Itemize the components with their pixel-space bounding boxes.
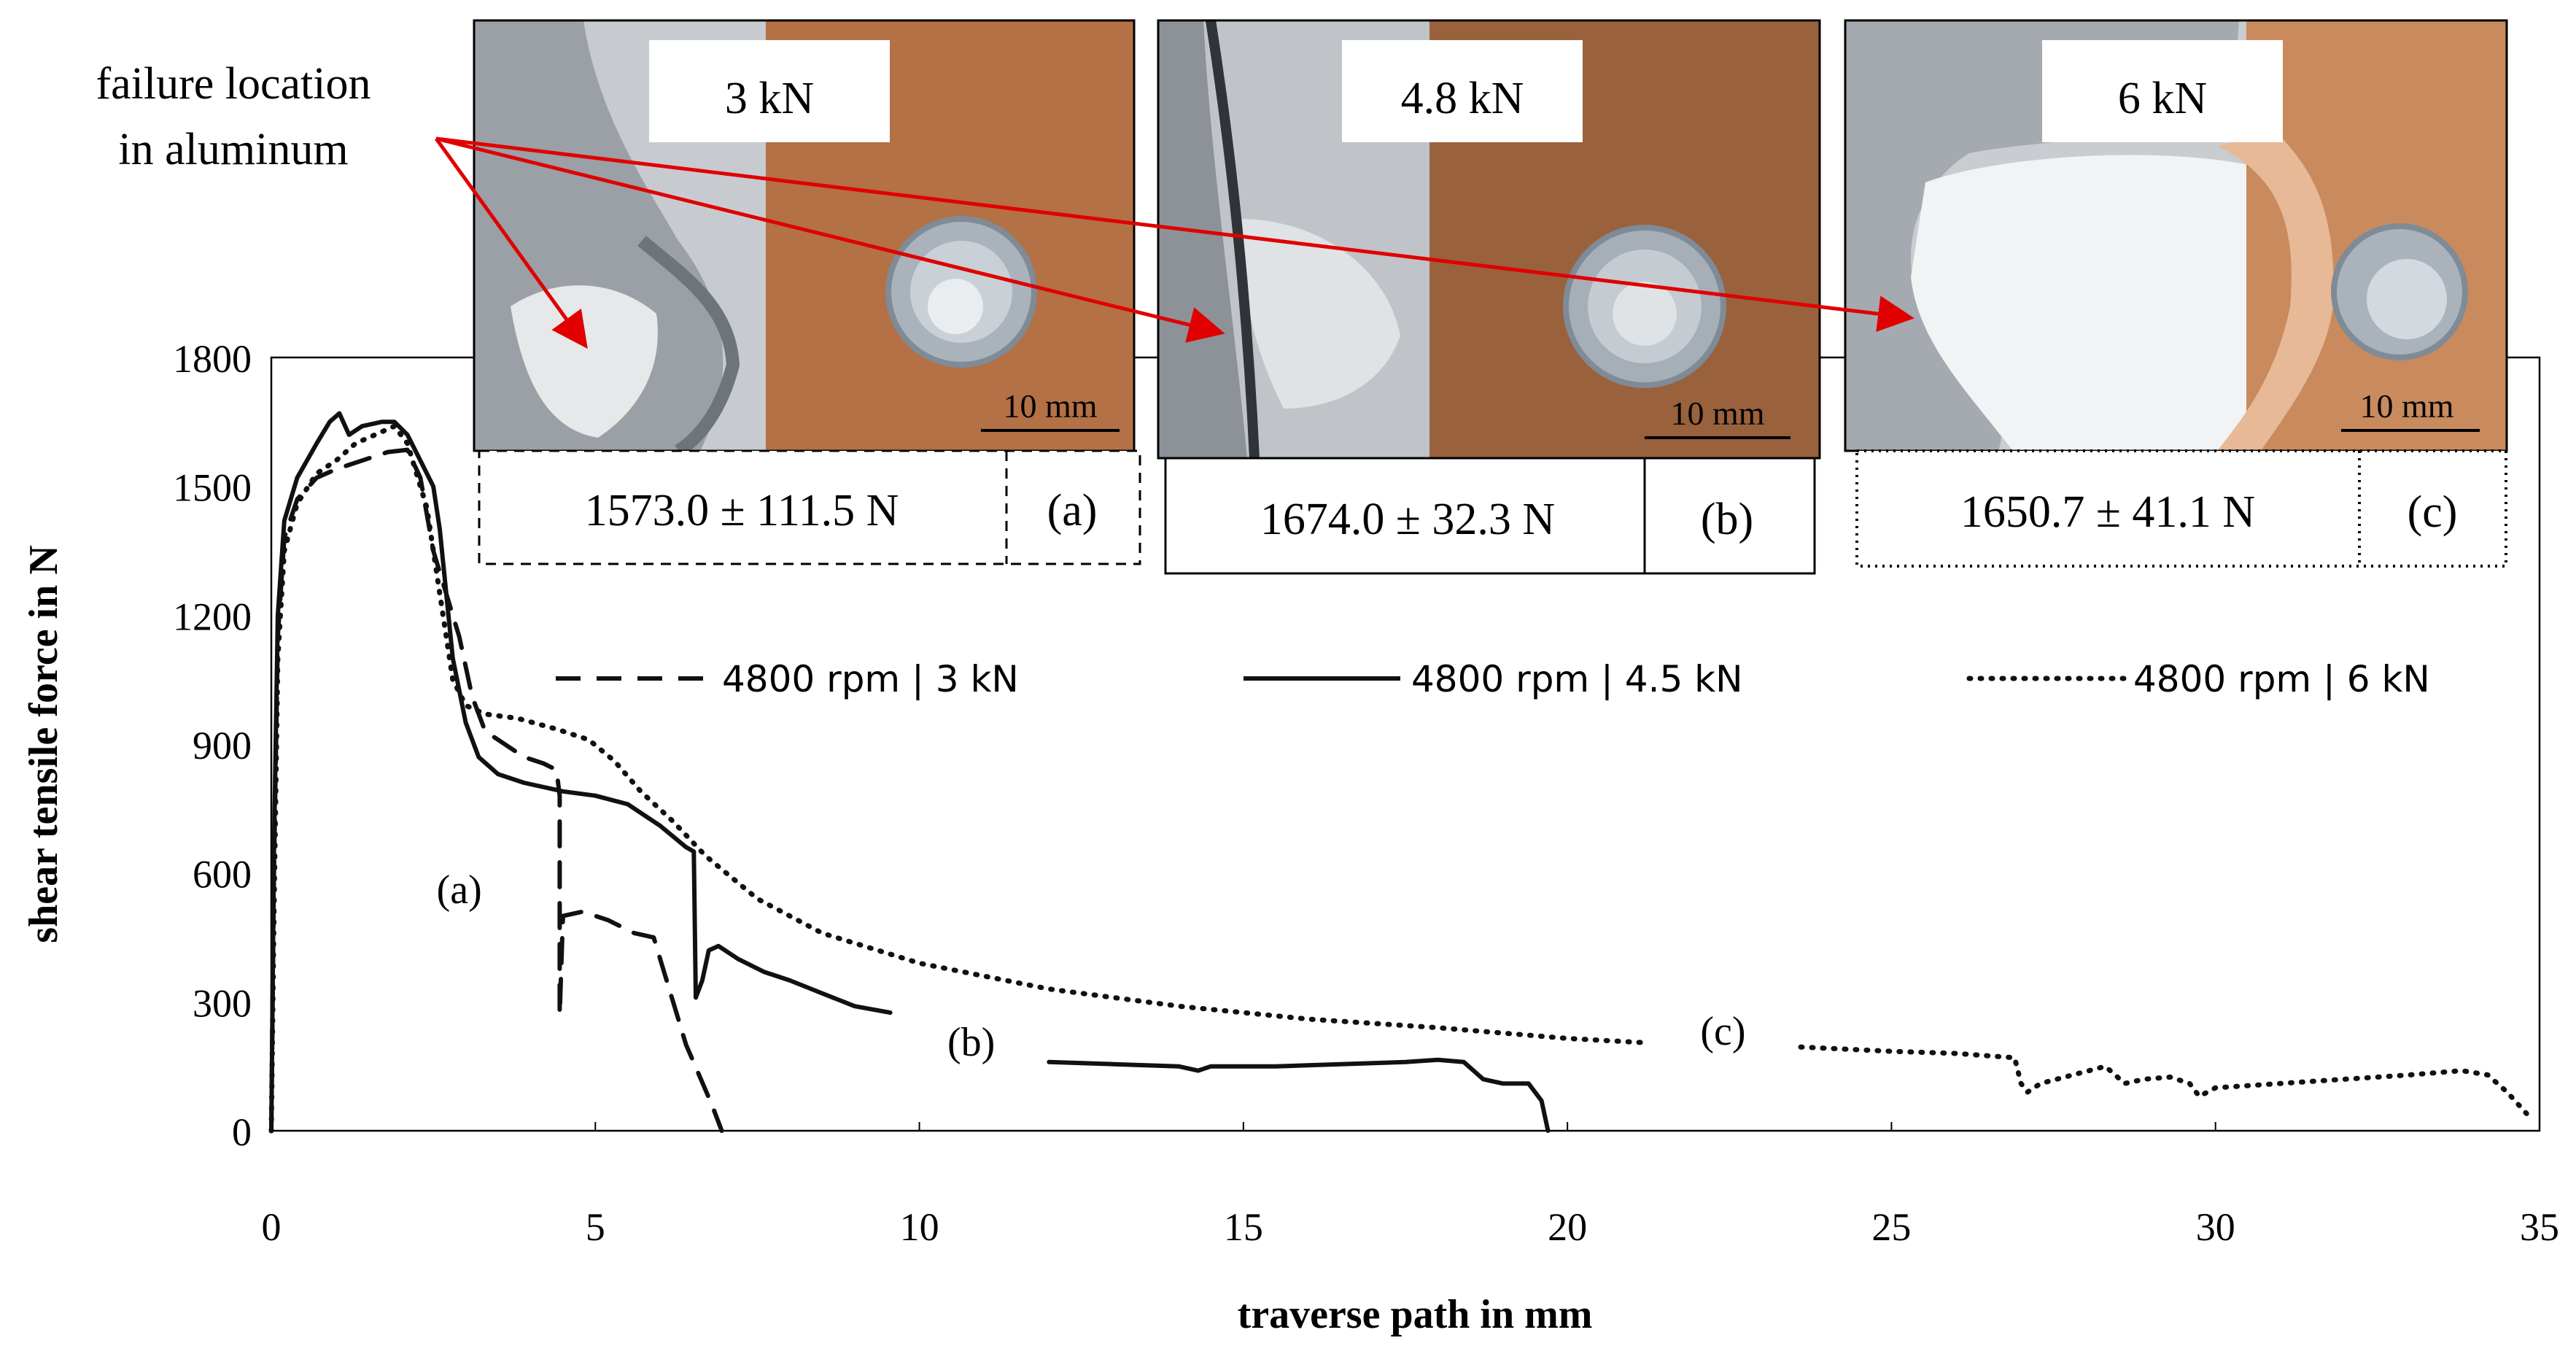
y-tick-label: 1500 <box>173 466 252 510</box>
result-value: 1573.0 ± 111.5 N <box>585 486 899 535</box>
result-value: 1650.7 ± 41.1 N <box>1960 487 2255 537</box>
photo-inset-a: 10 mm 3 kN 1573.0 ± 111.5 N (a) <box>473 19 1141 565</box>
curve-label: (b) <box>947 1020 995 1065</box>
x-axis-ticks: 0 5 10 15 20 25 30 35 <box>262 1122 2559 1249</box>
x-tick-label: 25 <box>1871 1205 1911 1249</box>
series-line-dotted <box>268 423 1648 1134</box>
series-line-solid <box>269 411 893 1133</box>
load-box <box>649 40 890 142</box>
result-tag: (b) <box>1701 495 1753 544</box>
result-tag: (c) <box>2408 487 2458 537</box>
y-tick-label: 300 <box>193 981 252 1025</box>
x-tick-label: 35 <box>2520 1205 2559 1249</box>
specimen-photo-c: 10 mm 6 kN <box>1844 19 2508 452</box>
load-label: 4.8 kN <box>1401 74 1524 123</box>
failure-arrow-b <box>435 136 1225 343</box>
legend-label: 4800 rpm | 3 kN <box>722 658 1019 700</box>
legend-item-6kn: 4800 rpm | 6 kN <box>1966 658 2430 700</box>
scale-label: 10 mm <box>1003 387 1097 425</box>
legend-item-45kn: 4800 rpm | 4.5 kN <box>1244 658 1743 700</box>
series-line-solid-part2 <box>1047 1057 1551 1133</box>
scale-label: 10 mm <box>1670 395 1764 432</box>
y-axis-label: shear tensile force in N <box>21 545 66 943</box>
failure-annotation: failure location in aluminum <box>29 44 1914 349</box>
curve-label: (c) <box>1700 1009 1745 1054</box>
y-tick-label: 600 <box>193 853 252 897</box>
load-box <box>2042 40 2283 142</box>
x-tick-label: 10 <box>900 1205 939 1249</box>
load-label: 3 kN <box>725 74 814 123</box>
legend-label: 4800 rpm | 6 kN <box>2133 658 2430 700</box>
load-label: 6 kN <box>2118 74 2207 123</box>
y-tick-label: 1800 <box>173 337 252 381</box>
series-line-dashed <box>269 447 724 1133</box>
photo-inset-b: 10 mm 4.8 kN 1674.0 ± 32.3 N (b) <box>1157 19 1821 575</box>
y-tick-label: 900 <box>193 724 252 767</box>
result-value: 1674.0 ± 32.3 N <box>1260 495 1555 544</box>
result-tag: (a) <box>1047 486 1098 535</box>
legend-item-3kn: 4800 rpm | 3 kN <box>556 658 1019 700</box>
specimen-photo-b: 10 mm 4.8 kN <box>1157 19 1821 460</box>
load-box <box>1342 40 1583 142</box>
x-tick-label: 15 <box>1224 1205 1263 1249</box>
failure-annotation-text: failure location <box>96 59 371 109</box>
curve-labels: (a) (b) (c) <box>437 867 1746 1065</box>
x-tick-label: 5 <box>586 1205 605 1249</box>
series-layer <box>268 411 2529 1134</box>
failure-arrow-c <box>435 136 1914 332</box>
photo-inset-c: 10 mm 6 kN 1650.7 ± 41.1 N (c) <box>1844 19 2508 568</box>
series-line-dotted-part2 <box>1798 1044 2529 1116</box>
result-box-a: 1573.0 ± 111.5 N (a) <box>478 449 1141 565</box>
result-box-c: 1650.7 ± 41.1 N (c) <box>1855 449 2507 568</box>
legend: 4800 rpm | 3 kN 4800 rpm | 4.5 kN 4800 r… <box>556 658 2430 700</box>
x-tick-label: 20 <box>1548 1205 1587 1249</box>
curve-label: (a) <box>437 867 482 913</box>
y-tick-label: 1200 <box>173 595 252 638</box>
failure-annotation-text-line2: in aluminum <box>118 125 348 174</box>
scale-label: 10 mm <box>2359 387 2453 425</box>
x-axis-label: traverse path in mm <box>1238 1292 1593 1337</box>
result-box-b: 1674.0 ± 32.3 N (b) <box>1164 457 1816 575</box>
x-tick-label: 0 <box>262 1205 282 1249</box>
specimen-photo-a: 10 mm 3 kN <box>473 19 1136 457</box>
legend-label: 4800 rpm | 4.5 kN <box>1411 658 1743 700</box>
x-tick-label: 30 <box>2196 1205 2235 1249</box>
y-tick-label: 0 <box>232 1110 252 1154</box>
failure-arrow-a <box>434 137 588 349</box>
y-axis-ticks: 0 300 600 900 1200 1500 1800 <box>173 337 252 1154</box>
